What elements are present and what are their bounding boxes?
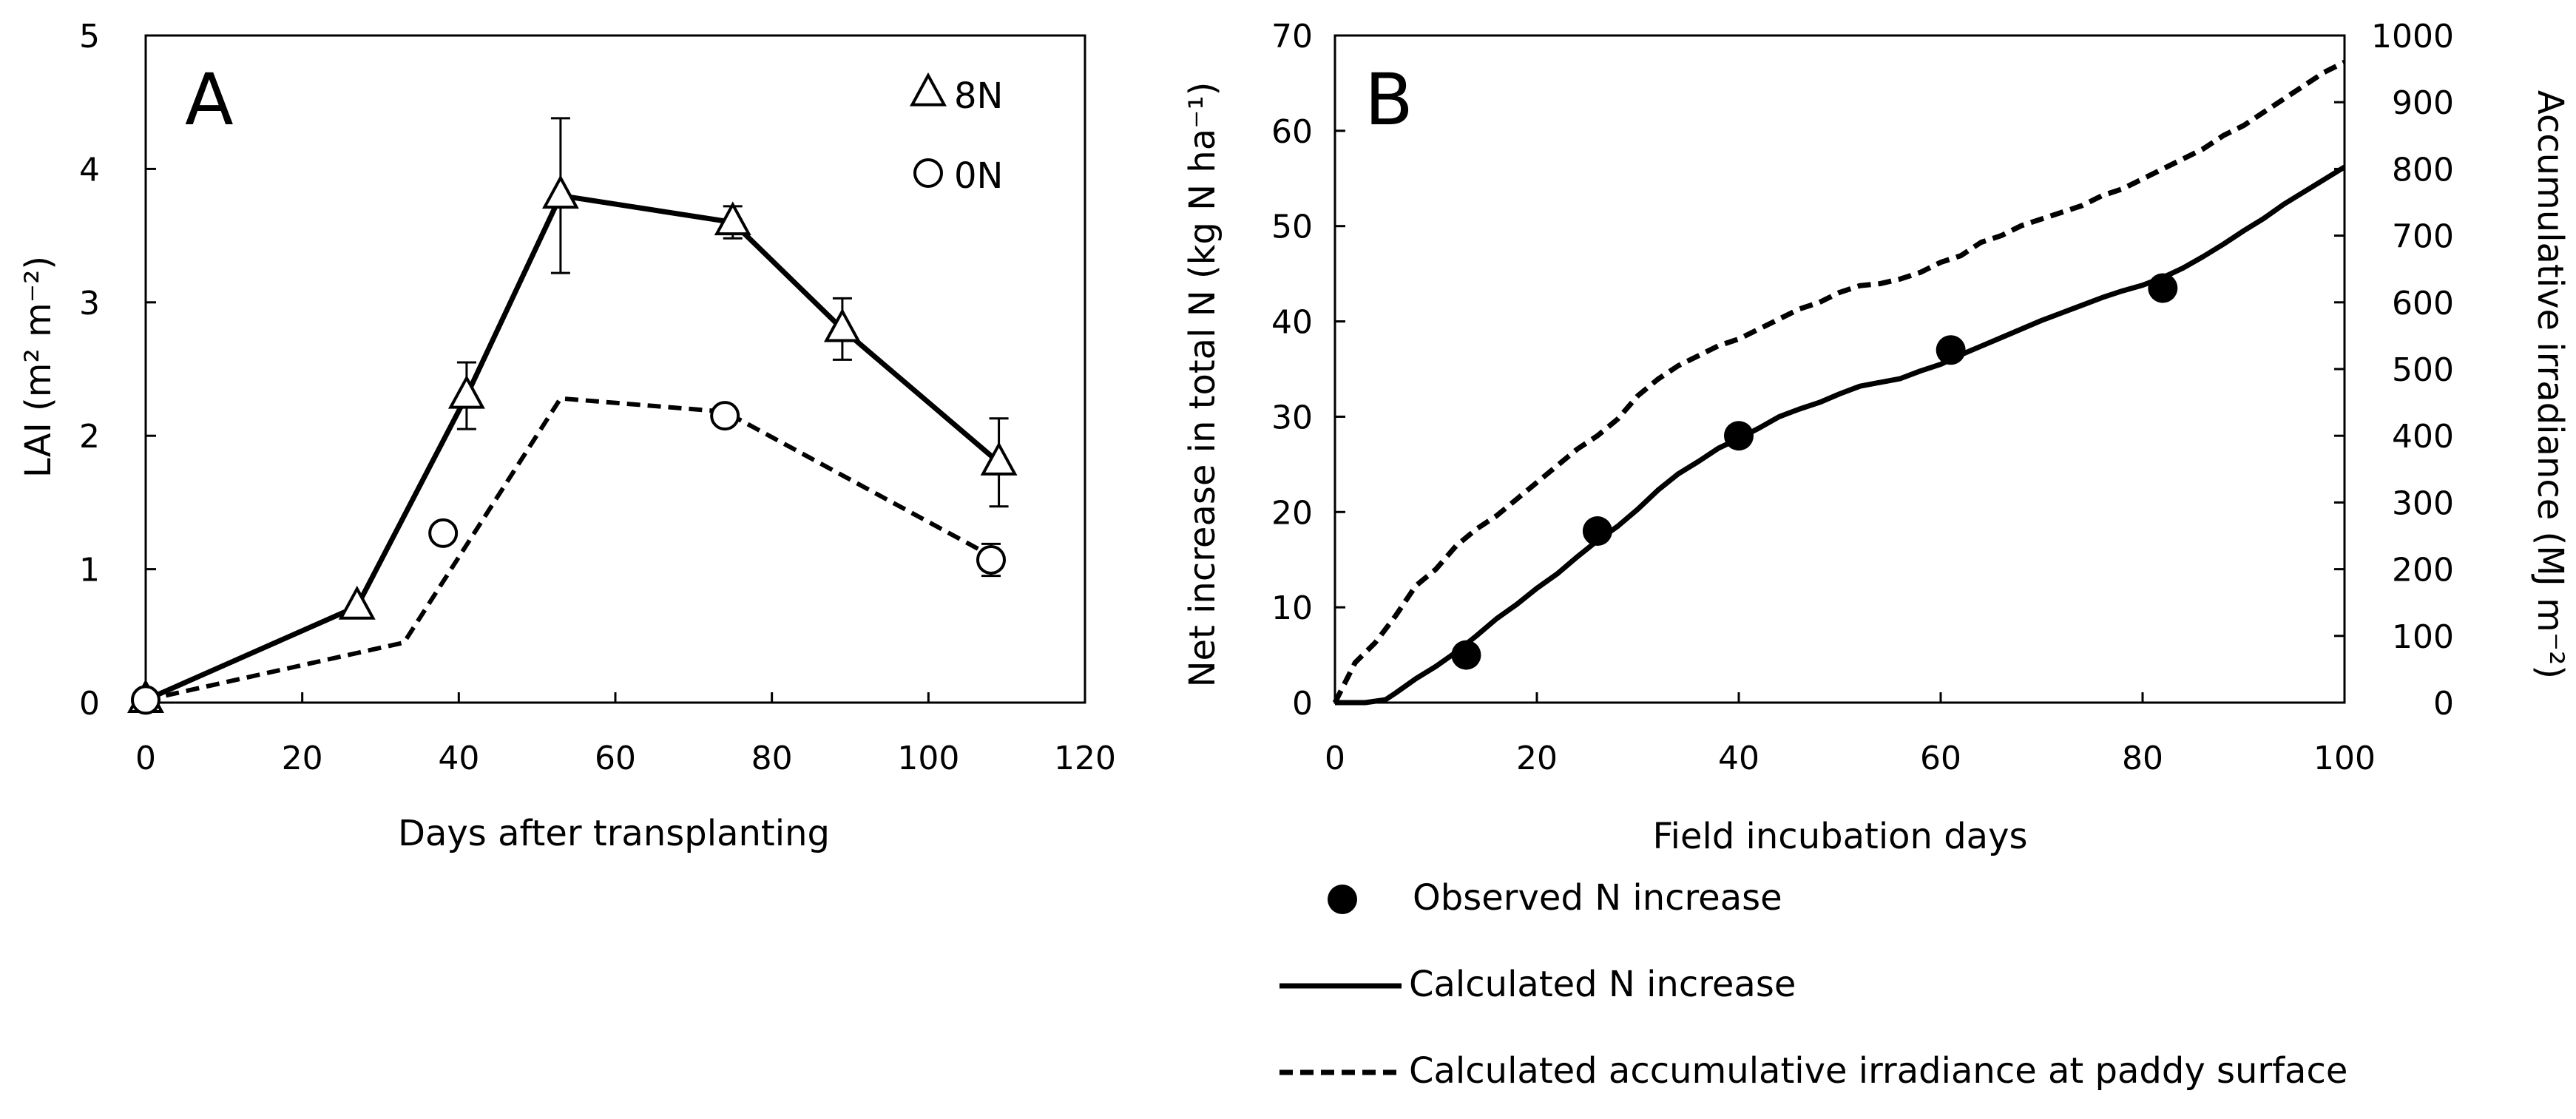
- panel-a-series-line-0N: [145, 396, 993, 703]
- panel-b-letter: B: [1365, 58, 1413, 141]
- panel-b-y-label: Net increase in total N (kg N ha⁻¹): [1182, 82, 1223, 688]
- panel-b-y-tick-label: 20: [1271, 494, 1313, 532]
- panel-b-y2-tick-label: 800: [2392, 151, 2454, 189]
- panel-a-point-0N: [976, 544, 1006, 575]
- panel-b-x-label: Field incubation days: [1653, 816, 2028, 857]
- panel-a-legend-label: 8N: [954, 75, 1003, 117]
- panel-b-y2-tick-label: 300: [2392, 484, 2454, 522]
- panel-b-plot-frame: [1333, 34, 2346, 704]
- panel-b-y2-tick-label: 400: [2392, 418, 2454, 456]
- panel-b-series-line: [1335, 164, 2346, 706]
- panel-b-legend-label: Calculated N increase: [1409, 964, 1796, 1005]
- panel-b-y2-tick-label: 1000: [2371, 18, 2454, 55]
- panel-a-point-8N: [447, 374, 485, 409]
- panel-a-point-8N: [714, 201, 751, 236]
- panel-a-plot-frame: [144, 34, 1086, 704]
- panel-a-series-line-8N: [144, 192, 1001, 703]
- panel-b-y-tick-label: 60: [1271, 113, 1313, 151]
- panel-b-y-tick-label: 0: [1292, 685, 1313, 723]
- panel-a-x-tick-label: 60: [595, 740, 636, 777]
- panel-a-legend-marker-0N: [913, 158, 943, 188]
- panel-b-y2-tick-label: 900: [2392, 84, 2454, 122]
- panel-b-x-tick-label: 60: [1920, 740, 1961, 777]
- panel-b-series-line: [1332, 59, 2346, 704]
- panel-b-y2-label: Accumulative irradiance (MJ m⁻²): [2529, 90, 2571, 679]
- panel-b-y2-tick-label: 100: [2392, 618, 2454, 656]
- panel-a-x-tick-label: 40: [438, 740, 479, 777]
- panel-b-y-tick-label: 30: [1271, 399, 1313, 436]
- panel-b-y2-tick-label: 600: [2392, 285, 2454, 322]
- panel-a-point-8N: [338, 585, 376, 620]
- panel-a-legend-marker-8N: [910, 72, 947, 107]
- panel-a-x-tick-label: 100: [897, 740, 959, 777]
- panel-a-y-label: LAI (m² m⁻²): [18, 256, 59, 478]
- panel-b-y2-tick-label: 700: [2392, 218, 2454, 256]
- panel-b-legend-label: Observed N increase: [1413, 877, 1782, 919]
- panel-b-x-tick-label: 80: [2122, 740, 2163, 777]
- panel-a-point-0N: [428, 518, 459, 548]
- panel-b-x-tick-label: 40: [1718, 740, 1759, 777]
- panel-a-letter: A: [185, 58, 234, 141]
- panel-a-x-tick-label: 20: [282, 740, 323, 777]
- panel-b-observed-point: [1582, 516, 1612, 547]
- panel-b-y2-tick-label: 500: [2392, 351, 2454, 389]
- panel-a-y-tick-label: 1: [79, 552, 100, 589]
- panel-b-legend-label: Calculated accumulative irradiance at pa…: [1409, 1050, 2347, 1092]
- panel-b-y-tick-label: 70: [1271, 18, 1313, 55]
- panel-a-y-tick-label: 3: [79, 285, 100, 322]
- panel-a-x-tick-label: 0: [135, 740, 156, 777]
- panel-a-point-8N: [980, 442, 1018, 476]
- panel-a-y-tick-label: 5: [79, 18, 100, 55]
- panel-b-y2-tick-label: 0: [2433, 685, 2454, 723]
- panel-b-observed-point: [1936, 335, 1966, 365]
- panel-a-point-0N: [131, 685, 160, 715]
- panel-b-observed-point: [2148, 273, 2178, 303]
- panel-a-y-tick-label: 4: [79, 151, 100, 189]
- panel-a-legend-label: 0N: [954, 155, 1003, 197]
- panel-a-x-tick-label: 80: [751, 740, 793, 777]
- panel-a-y-tick-label: 2: [79, 418, 100, 456]
- panel-b-y-tick-label: 10: [1271, 589, 1313, 627]
- panel-a-x-label: Days after transplanting: [398, 813, 830, 854]
- panel-a: A Days after transplanting LAI (m² m⁻²) …: [18, 18, 1116, 854]
- panel-a-point-0N: [710, 401, 740, 431]
- panel-a-point-8N: [541, 175, 579, 209]
- panel-b-x-tick-label: 0: [1325, 740, 1345, 777]
- panel-b-y-tick-label: 50: [1271, 209, 1313, 246]
- panel-a-y-tick-label: 0: [79, 685, 100, 723]
- panel-b: B Field incubation days Net increase in …: [1182, 18, 2571, 1092]
- panel-b-legend-marker: [1328, 885, 1357, 914]
- panel-b-y-tick-label: 40: [1271, 304, 1313, 342]
- panel-b-observed-point: [1451, 640, 1481, 670]
- panel-a-x-tick-label: 120: [1054, 740, 1116, 777]
- panel-b-x-tick-label: 20: [1516, 740, 1558, 777]
- panel-b-x-tick-label: 100: [2313, 740, 2376, 777]
- panel-b-observed-point: [1724, 421, 1754, 451]
- panel-b-y2-tick-label: 200: [2392, 552, 2454, 589]
- panel-a-point-8N: [823, 308, 861, 342]
